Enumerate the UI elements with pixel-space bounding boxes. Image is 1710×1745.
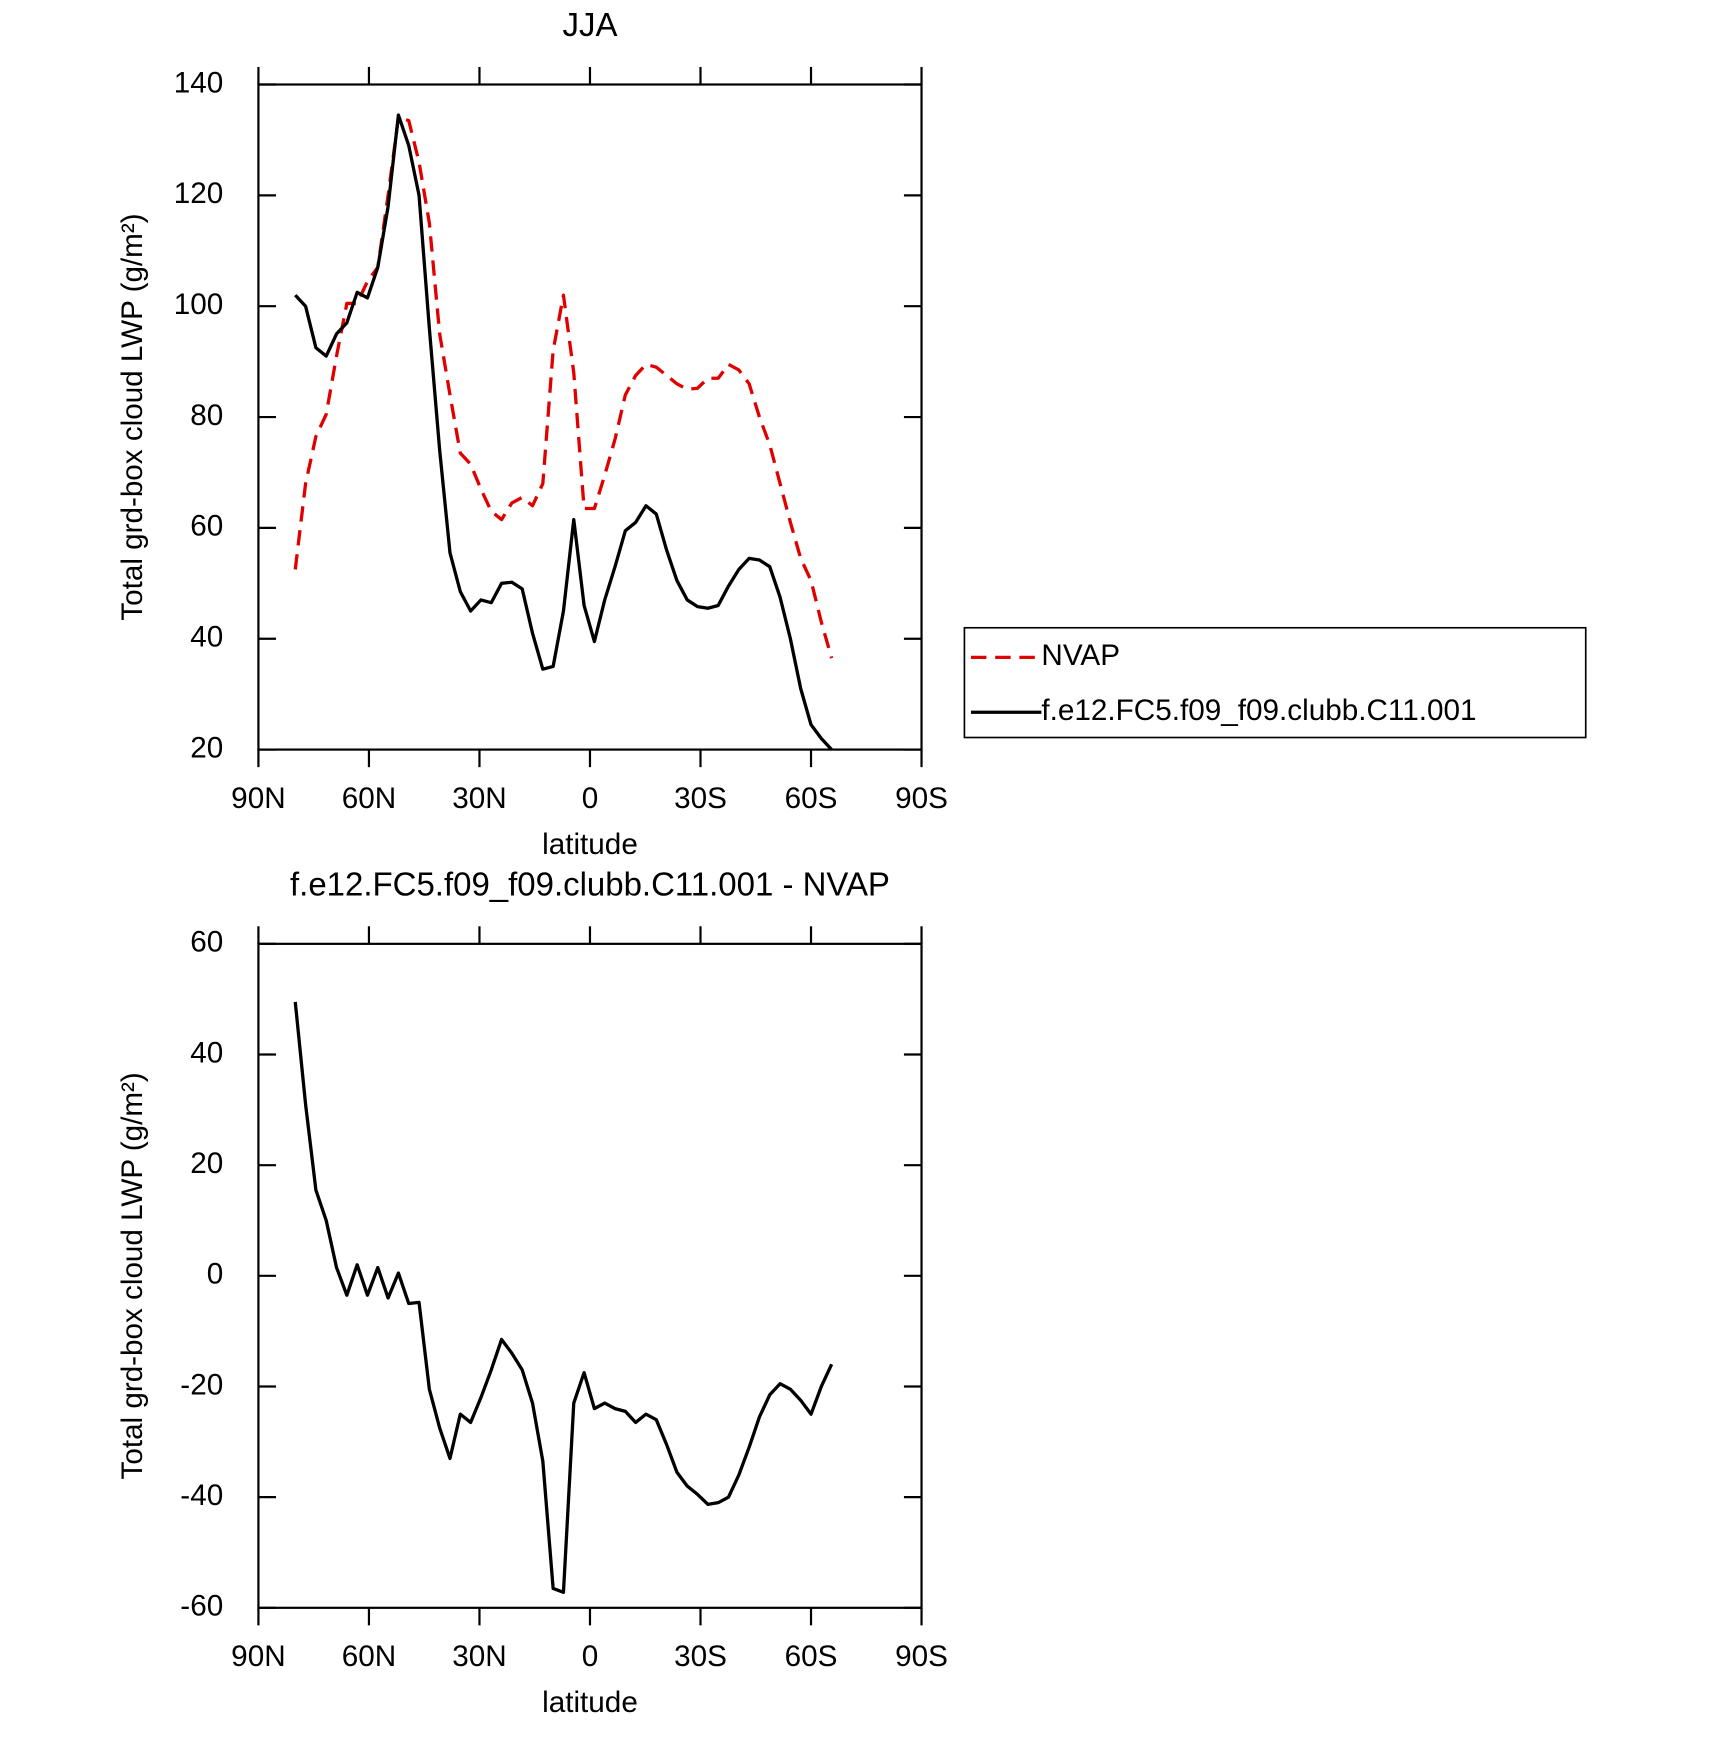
x-tick-label: 90N xyxy=(231,782,285,815)
y-tick-label: 40 xyxy=(190,1036,223,1069)
y-tick-label: 100 xyxy=(174,288,224,321)
x-axis-label: latitude xyxy=(542,828,638,861)
y-tick-label: 20 xyxy=(190,1147,223,1180)
y-tick-label: 40 xyxy=(190,621,223,654)
y-tick-label: 0 xyxy=(207,1258,224,1291)
y-tick-label: 20 xyxy=(190,731,223,764)
plot-frame xyxy=(257,83,923,751)
x-axis-label: latitude xyxy=(542,1686,638,1719)
x-tick-label: 60S xyxy=(785,1640,838,1673)
x-tick-label: 90N xyxy=(231,1640,285,1673)
x-tick-label: 60N xyxy=(342,782,396,815)
data-line xyxy=(293,1001,834,1594)
x-tick-label: 30N xyxy=(452,782,506,815)
x-tick-label: 0 xyxy=(582,782,599,815)
x-tick-label: 30N xyxy=(452,1640,506,1673)
legend-box xyxy=(963,626,1587,739)
plot-frame xyxy=(257,942,923,1609)
x-tick-label: 30S xyxy=(674,1640,727,1673)
legend-label: NVAP xyxy=(1041,639,1120,672)
x-tick-label: 90S xyxy=(895,782,948,815)
y-tick-label: -40 xyxy=(180,1479,223,1512)
legend-label: f.e12.FC5.f09_f09.clubb.C11.001 xyxy=(1041,694,1476,727)
y-tick-label: 120 xyxy=(174,177,224,210)
x-tick-label: 90S xyxy=(895,1640,948,1673)
chart-title: JJA xyxy=(562,6,617,43)
data-line xyxy=(294,113,833,751)
x-tick-label: 0 xyxy=(582,1640,599,1673)
y-tick-label: 60 xyxy=(190,510,223,543)
data-line xyxy=(293,116,834,659)
y-tick-label: 60 xyxy=(190,926,223,959)
x-tick-label: 30S xyxy=(674,782,727,815)
x-tick-label: 60N xyxy=(342,1640,396,1673)
y-tick-label: 140 xyxy=(174,66,224,99)
y-tick-label: -60 xyxy=(180,1590,223,1623)
x-tick-label: 60S xyxy=(785,782,838,815)
chart-title: f.e12.FC5.f09_f09.clubb.C11.001 - NVAP xyxy=(290,865,890,902)
y-tick-label: 80 xyxy=(190,399,223,432)
y-axis-label: Total grd-box cloud LWP (g/m²) xyxy=(116,1072,149,1479)
y-tick-label: -20 xyxy=(180,1368,223,1401)
y-axis-label: Total grd-box cloud LWP (g/m²) xyxy=(116,213,149,620)
